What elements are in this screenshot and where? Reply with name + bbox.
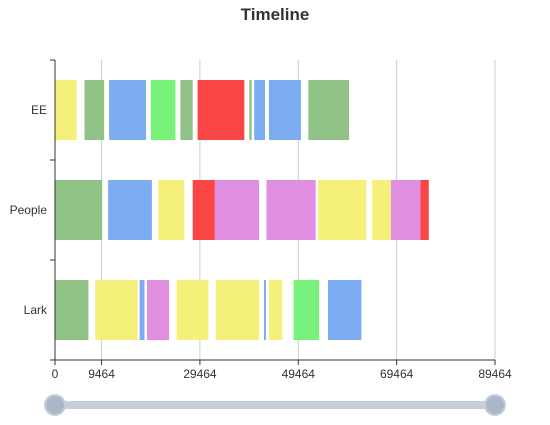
y-tick-label: People: [10, 203, 48, 217]
zoom-slider[interactable]: [44, 394, 506, 416]
bar-segment: [55, 80, 77, 140]
bar-segments: [55, 80, 429, 340]
x-tick-label: 49464: [282, 367, 316, 381]
x-tick-label: 89464: [478, 367, 512, 381]
slider-handle-end[interactable]: [484, 394, 506, 416]
bar-segment: [318, 180, 367, 240]
bar-segment: [390, 180, 421, 240]
bar-segment: [109, 80, 146, 140]
bar-segment: [268, 280, 283, 340]
bar-segment: [84, 80, 105, 140]
bar-segment: [254, 80, 266, 140]
bar-segment: [214, 180, 260, 240]
bar-segment: [197, 80, 245, 140]
bar-segment: [55, 180, 103, 240]
bar-segment: [293, 280, 320, 340]
axes: EE People Lark 0 9464 29464 49464 69464 89464: [10, 59, 512, 381]
y-tick-label: Lark: [24, 303, 48, 317]
x-tick-label: 69464: [380, 367, 414, 381]
bar-segment: [108, 180, 152, 240]
bar-segment: [266, 180, 316, 240]
y-tick-label: EE: [31, 103, 47, 117]
bar-segment: [150, 80, 176, 140]
bar-segment: [55, 280, 89, 340]
slider-track: [55, 401, 495, 409]
bar-segment: [327, 280, 362, 340]
bar-segment: [158, 180, 185, 240]
bar-segment: [176, 280, 209, 340]
chart-title: Timeline: [241, 5, 310, 24]
bar-segment: [264, 280, 266, 340]
bar-segment: [180, 80, 193, 140]
x-tick-label: 9464: [88, 367, 115, 381]
x-tick-label: 29464: [183, 367, 217, 381]
bar-segment: [308, 80, 350, 140]
bar-segment: [268, 80, 301, 140]
bar-segment: [215, 280, 260, 340]
bar-segment: [192, 180, 215, 240]
slider-handle-start[interactable]: [44, 394, 66, 416]
bar-segment: [95, 280, 138, 340]
bar-segment: [420, 180, 429, 240]
bar-segment: [249, 80, 252, 140]
bar-segment: [146, 280, 170, 340]
x-tick-label: 0: [52, 367, 59, 381]
bar-segment: [139, 280, 145, 340]
bar-segment: [372, 180, 391, 240]
